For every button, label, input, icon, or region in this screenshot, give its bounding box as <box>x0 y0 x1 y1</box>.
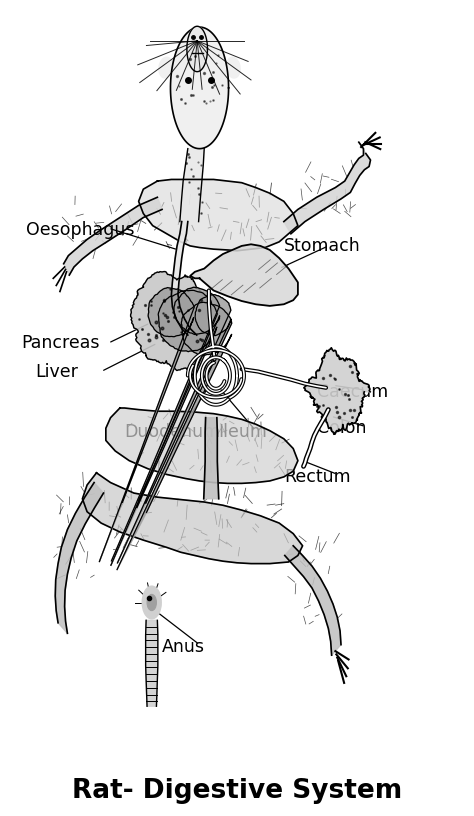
Polygon shape <box>284 142 371 233</box>
Polygon shape <box>285 546 341 655</box>
Text: Anus: Anus <box>162 638 205 656</box>
Text: Rat- Digestive System: Rat- Digestive System <box>72 778 402 804</box>
Text: Caecum: Caecum <box>317 383 388 401</box>
Text: Colon: Colon <box>317 419 366 437</box>
Text: Oesophagus: Oesophagus <box>26 220 135 239</box>
Circle shape <box>147 594 156 610</box>
Polygon shape <box>100 287 194 561</box>
Text: Ileum: Ileum <box>218 424 267 441</box>
Polygon shape <box>171 27 228 149</box>
Text: Stomach: Stomach <box>284 237 361 255</box>
Polygon shape <box>146 620 158 706</box>
Circle shape <box>142 587 161 619</box>
Text: Rectum: Rectum <box>284 468 350 486</box>
Polygon shape <box>304 348 370 434</box>
Polygon shape <box>204 418 219 499</box>
Polygon shape <box>180 149 204 222</box>
Polygon shape <box>111 290 218 565</box>
Polygon shape <box>106 408 298 483</box>
Text: Duodenum: Duodenum <box>125 424 221 441</box>
Polygon shape <box>111 287 219 561</box>
Polygon shape <box>64 197 162 275</box>
Text: Liver: Liver <box>36 362 78 380</box>
Polygon shape <box>117 302 232 570</box>
Ellipse shape <box>159 57 173 78</box>
Polygon shape <box>131 272 209 370</box>
Polygon shape <box>118 295 231 563</box>
Ellipse shape <box>227 57 240 78</box>
Polygon shape <box>172 222 197 335</box>
Polygon shape <box>187 26 208 72</box>
Polygon shape <box>55 482 103 633</box>
Polygon shape <box>190 244 298 306</box>
Polygon shape <box>138 180 298 251</box>
Polygon shape <box>82 472 302 564</box>
Text: Pancreas: Pancreas <box>21 335 100 353</box>
